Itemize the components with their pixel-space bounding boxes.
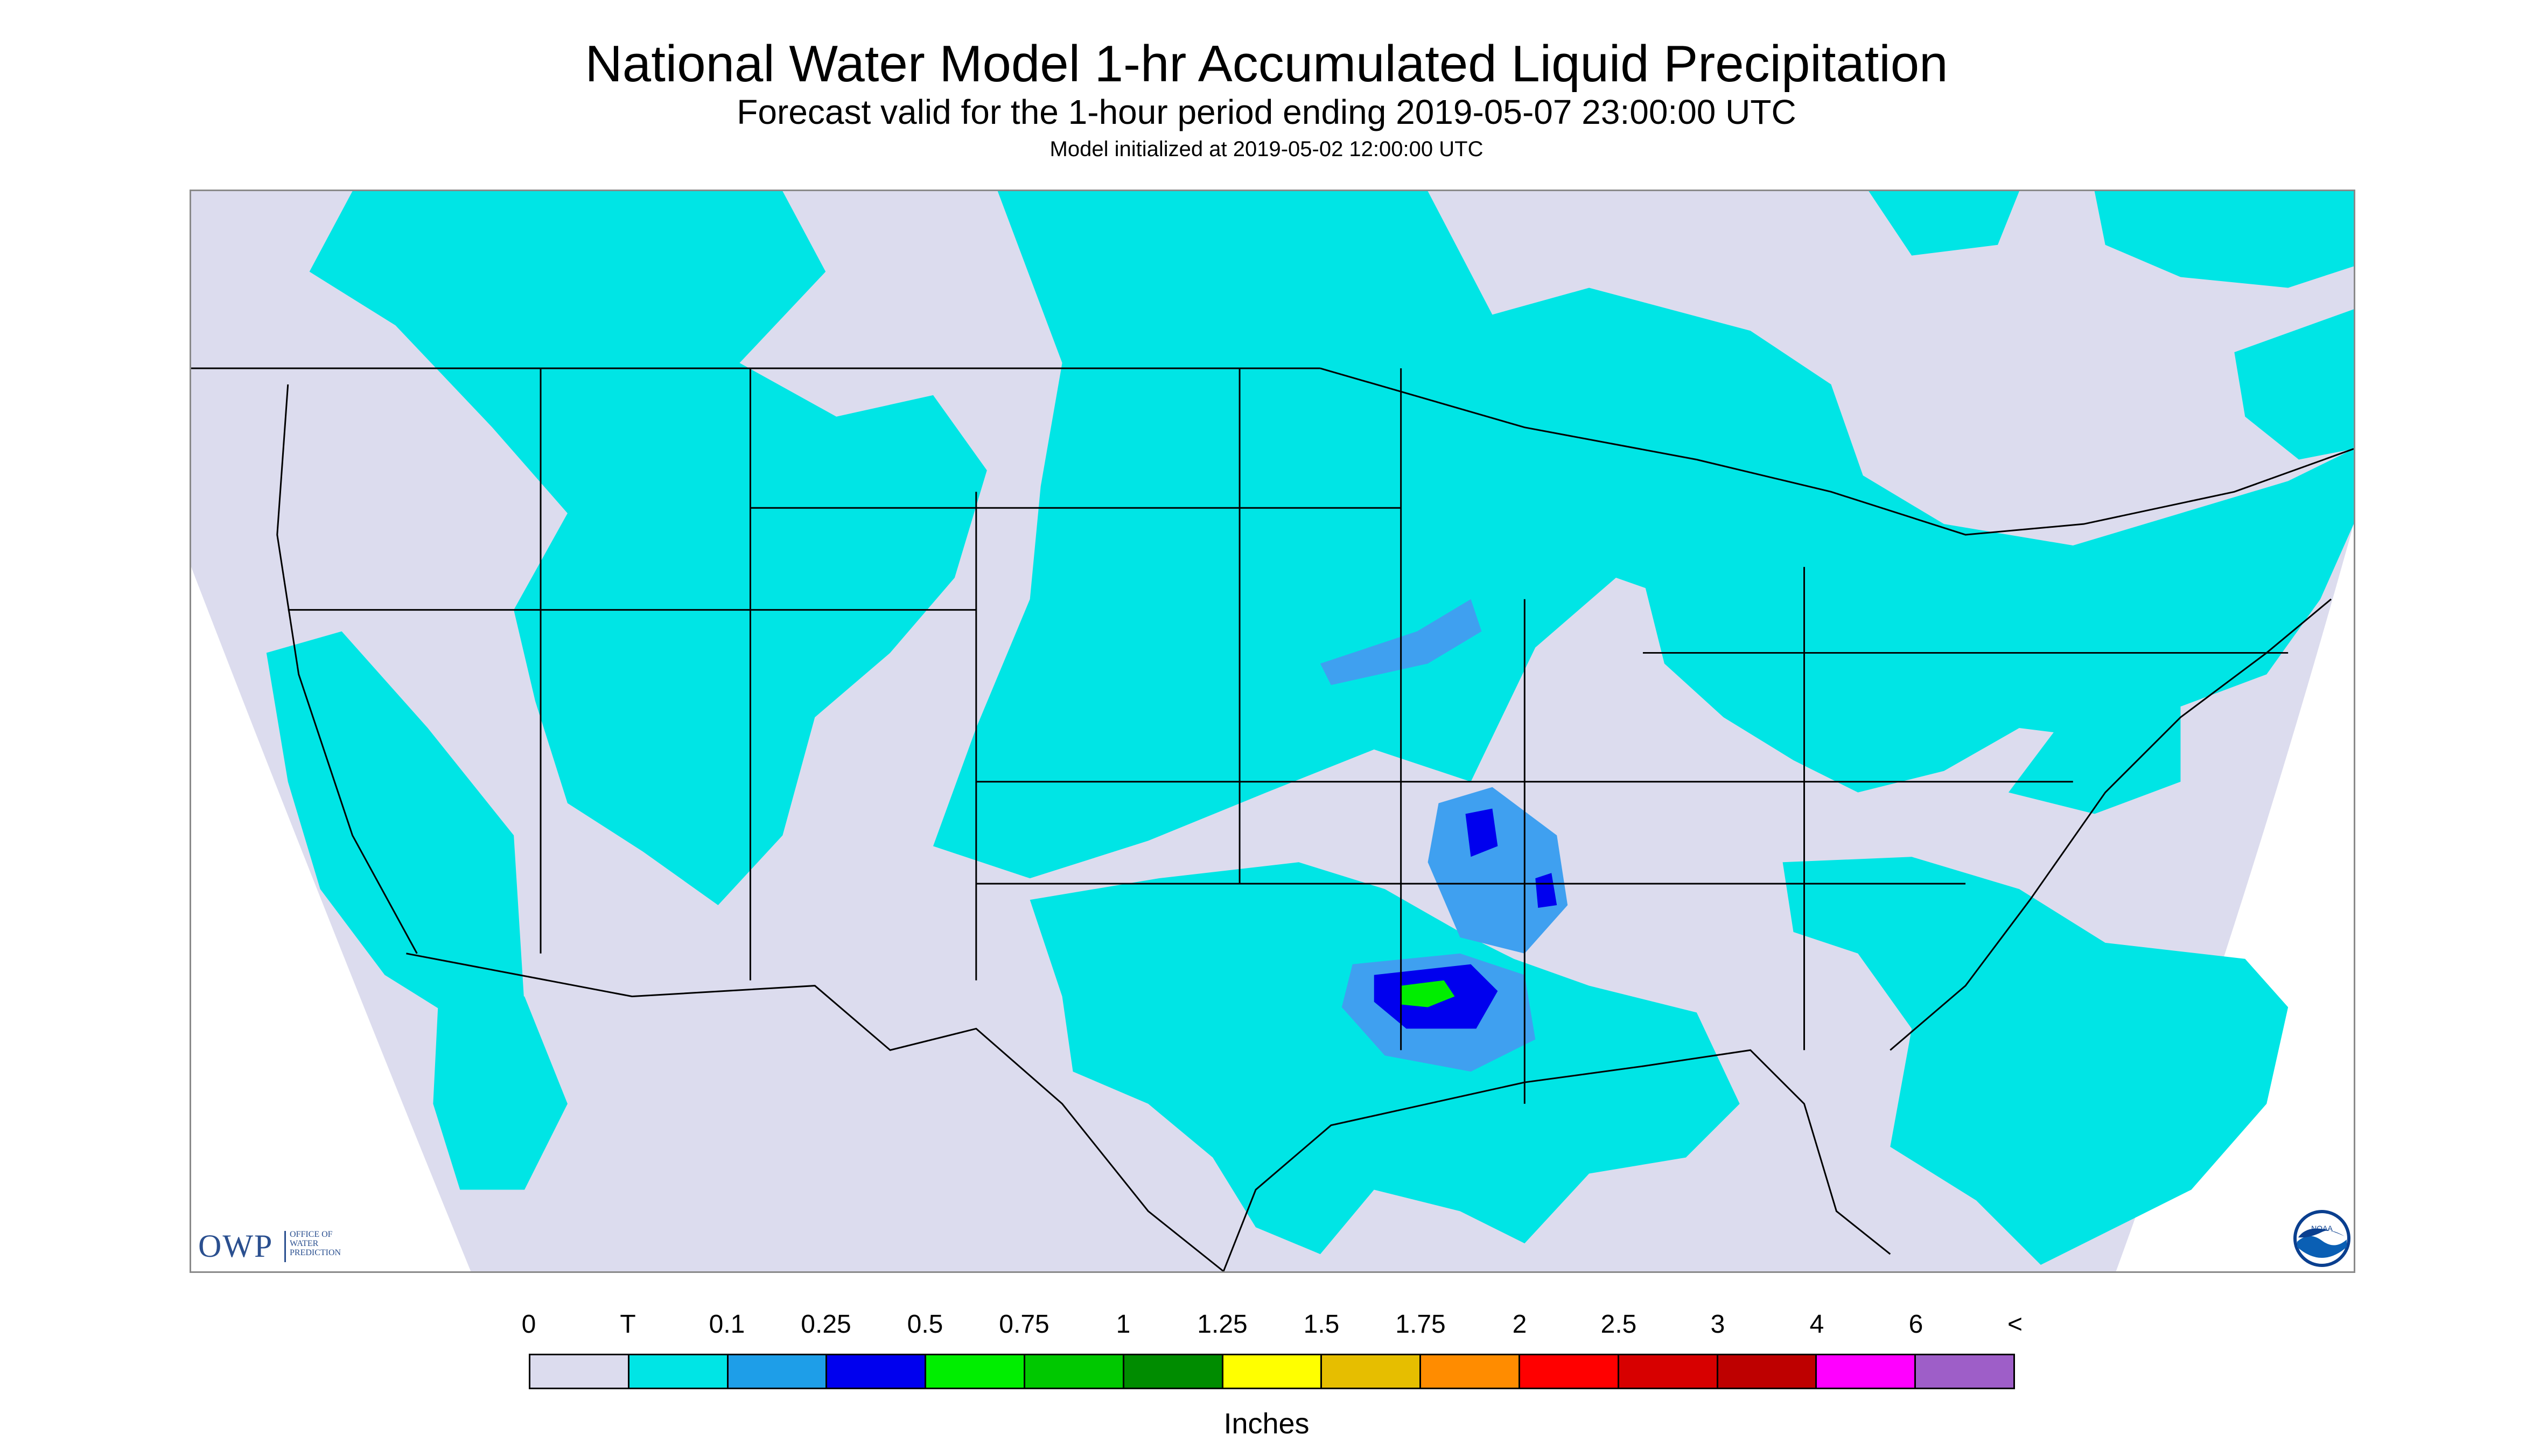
coastline-gulf xyxy=(1222,1049,1891,1271)
legend-color-swatch xyxy=(1322,1355,1422,1388)
map-subtitle: Forecast valid for the 1-hour period end… xyxy=(737,93,1796,131)
legend-color-swatch xyxy=(629,1355,729,1388)
trace-area-northeast xyxy=(1869,191,2019,256)
legend-label: 4 xyxy=(1809,1310,1824,1339)
green-core-louisiana xyxy=(1401,980,1455,1007)
legend-units-label: Inches xyxy=(1223,1408,1310,1440)
legend-color-swatch xyxy=(1223,1355,1323,1388)
legend-label: 3 xyxy=(1710,1310,1725,1339)
legend-label: 0 xyxy=(521,1310,536,1339)
legend-color-swatch xyxy=(1025,1355,1124,1388)
trace-area-northeast-2 xyxy=(2094,191,2354,288)
legend-label: 1.75 xyxy=(1395,1310,1446,1339)
legend-label: 2 xyxy=(1512,1310,1527,1339)
legend-label: 6 xyxy=(1908,1310,1923,1339)
legend-color-swatch xyxy=(530,1355,629,1388)
border-great-lakes xyxy=(1320,367,2354,536)
legend-color-swatch xyxy=(926,1355,1025,1388)
model-init-time: Model initialized at 2019-05-02 12:00:00… xyxy=(1049,137,1484,161)
legend-labels: 0 T 0.1 0.25 0.5 0.75 1 1.25 1.5 1.75 2 … xyxy=(522,1308,2023,1341)
trace-area-baja xyxy=(433,996,568,1190)
trace-area-mid-atlantic xyxy=(2008,706,2181,814)
legend-label: 1.25 xyxy=(1197,1310,1248,1339)
legend-color-swatch xyxy=(1124,1355,1223,1388)
trace-area-west-patch xyxy=(567,674,664,771)
owp-divider xyxy=(284,1231,286,1262)
precipitation-map[interactable] xyxy=(190,190,2355,1273)
blue-cell-mississippi xyxy=(1465,808,1498,857)
legend-color-swatch xyxy=(827,1355,927,1388)
noaa-logo: NOAA xyxy=(2293,1209,2351,1268)
legend-color-swatch xyxy=(1718,1355,1817,1388)
legend-label: < xyxy=(2007,1310,2023,1339)
legend-color-swatch xyxy=(1421,1355,1520,1388)
legend-label: T xyxy=(620,1310,636,1339)
legend-color-swatch xyxy=(1619,1355,1718,1388)
trace-area-north-plains xyxy=(933,191,1912,879)
trace-area-northwest xyxy=(309,191,987,906)
legend-color-swatch xyxy=(1916,1355,2013,1388)
trace-precip-layer xyxy=(266,191,2354,1265)
owp-abbr: OWP xyxy=(198,1228,274,1264)
legend-color-swatch xyxy=(1817,1355,1916,1388)
map-title: National Water Model 1-hr Accumulated Li… xyxy=(585,35,1948,93)
trace-area-california xyxy=(266,631,525,1029)
blue-cell-mississippi-2 xyxy=(1535,873,1557,908)
map-canvas xyxy=(191,191,2354,1271)
coastline-west xyxy=(276,384,418,954)
legend-label: 1 xyxy=(1116,1310,1131,1339)
trace-area-southern-plains xyxy=(1030,862,1740,1255)
legend-color-swatch xyxy=(728,1355,828,1388)
owp-logo: OWP OFFICE OF WATER PREDICTION xyxy=(198,1227,370,1270)
owp-fullname: OFFICE OF WATER PREDICTION xyxy=(290,1230,341,1257)
legend-label: 0.5 xyxy=(907,1310,943,1339)
legend-label: 1.5 xyxy=(1303,1310,1340,1339)
legend-label: 2.5 xyxy=(1600,1310,1637,1339)
legend-label: 0.1 xyxy=(709,1310,745,1339)
legend-label: 0.25 xyxy=(801,1310,851,1339)
color-legend-bar xyxy=(529,1354,2015,1389)
noaa-emblem-icon: NOAA xyxy=(2293,1210,2350,1267)
boundaries-layer xyxy=(191,367,2354,1271)
legend-color-swatch xyxy=(1520,1355,1619,1388)
higher-precip-layer xyxy=(1320,599,1568,1072)
trace-area-new-england xyxy=(2234,309,2354,460)
noaa-text: NOAA xyxy=(2311,1224,2333,1233)
border-mexico-us xyxy=(406,953,1224,1271)
light-blue-area-mississippi xyxy=(1428,787,1568,954)
legend-label: 0.75 xyxy=(999,1310,1049,1339)
trace-area-southeast xyxy=(1782,857,2289,1265)
